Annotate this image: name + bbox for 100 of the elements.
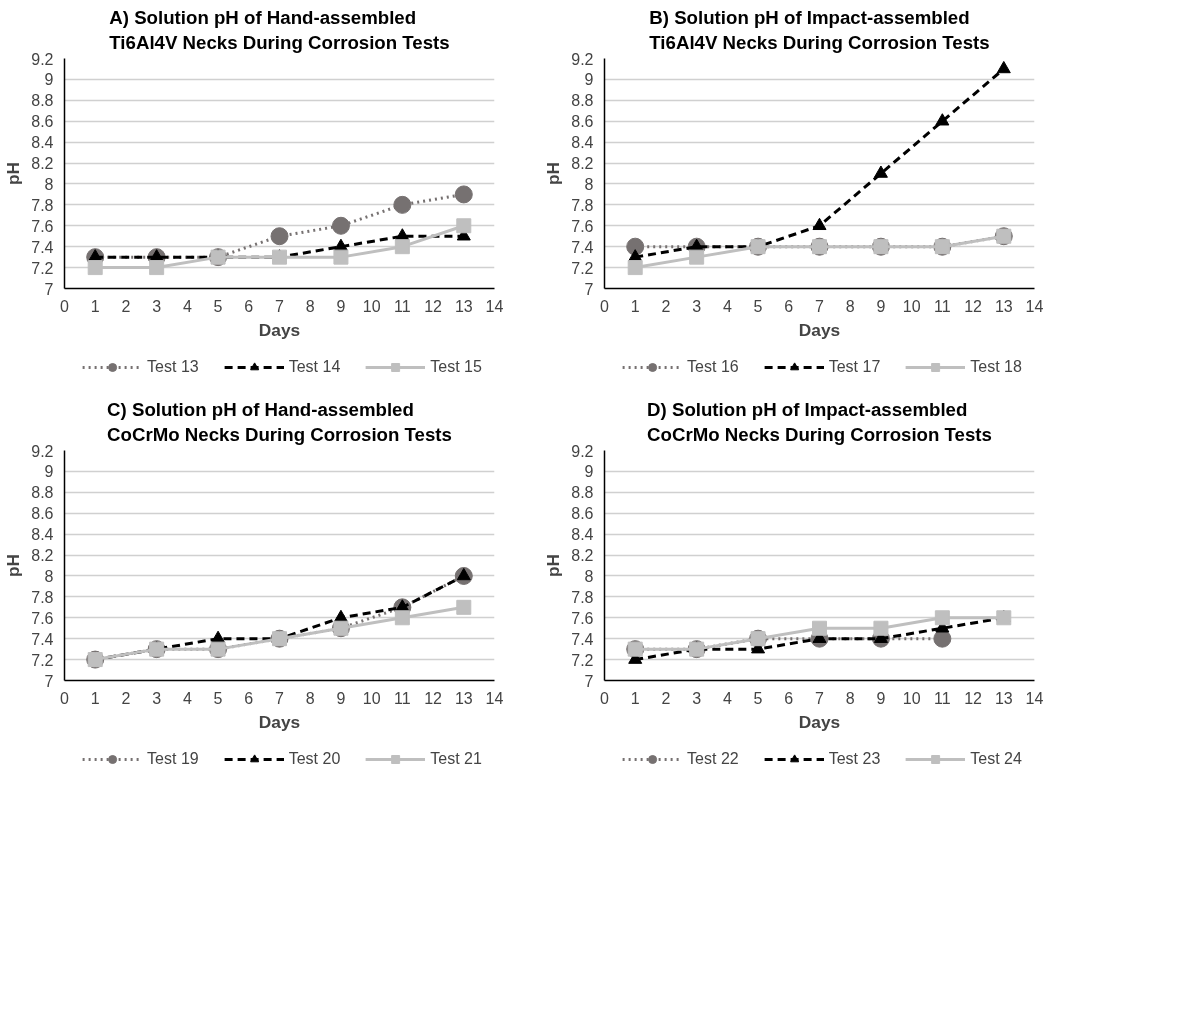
y-tick-label: 7.4 [571, 238, 594, 256]
y-tick-label: 9.2 [571, 442, 594, 460]
x-tick-label: 8 [305, 297, 315, 315]
y-tick-label: 7.6 [31, 609, 54, 627]
y-tick-label: 8.6 [31, 113, 54, 131]
y-tick-label: 7.2 [31, 651, 54, 669]
x-tick-label: 0 [600, 297, 610, 315]
x-tick-label: 0 [600, 689, 610, 707]
y-tick-label: 7 [584, 280, 594, 298]
y-tick-label: 8.8 [571, 92, 594, 110]
y-tick-label: 8.6 [571, 113, 594, 131]
x-tick-label: 12 [424, 689, 443, 707]
x-tick-label: 7 [815, 297, 825, 315]
chart-title: D) Solution pH of Impact-assembled CoCrMo Necks During Corrosion Tests [647, 399, 992, 446]
x-tick-label: 12 [424, 297, 443, 315]
legend-label: Test 22 [687, 750, 739, 768]
x-tick-label: 2 [121, 297, 131, 315]
y-axis-title: pH [3, 161, 24, 186]
x-tick-label: 14 [1025, 297, 1044, 315]
x-tick-label: 11 [934, 689, 951, 707]
x-tick-label: 11 [394, 297, 411, 315]
x-tick-label: 1 [90, 689, 100, 707]
y-tick-label: 7 [584, 672, 594, 690]
legend-label: Test 14 [288, 358, 341, 376]
x-tick-label: 6 [784, 297, 794, 315]
y-axis-title: pH [543, 553, 564, 578]
x-tick-label: 1 [630, 297, 640, 315]
y-tick-label: 8.2 [31, 547, 54, 565]
y-tick-label: 8 [44, 175, 54, 193]
y-tick-label: 9 [44, 71, 54, 89]
x-tick-label: 13 [454, 689, 473, 707]
y-tick-label: 7.6 [571, 609, 594, 627]
y-tick-label: 8.4 [571, 526, 594, 544]
y-tick-label: 7.4 [31, 238, 54, 256]
y-tick-label: 7.2 [31, 259, 54, 277]
y-tick-label: 9 [584, 463, 594, 481]
y-tick-label: 9.2 [571, 50, 594, 68]
y-tick-label: 7.2 [571, 259, 594, 277]
x-axis-title: Days [258, 319, 301, 340]
legend-label: Test 21 [430, 750, 482, 768]
y-tick-label: 9 [584, 71, 594, 89]
legend-label: Test 20 [288, 750, 341, 768]
x-tick-label: 10 [362, 689, 381, 707]
legend-label: Test 16 [687, 358, 739, 376]
x-tick-label: 3 [152, 689, 162, 707]
y-tick-label: 8.4 [31, 134, 54, 152]
legend-label: Test 15 [430, 358, 482, 376]
y-tick-label: 7.8 [31, 196, 54, 214]
y-tick-label: 7.4 [571, 630, 594, 648]
x-tick-label: 4 [722, 689, 732, 707]
x-tick-label: 14 [485, 297, 504, 315]
y-tick-label: 8.6 [571, 505, 594, 523]
x-tick-label: 5 [213, 689, 223, 707]
x-tick-label: 9 [336, 297, 346, 315]
chart-title: C) Solution pH of Hand-assembled CoCrMo Necks During Corrosion Tests [107, 399, 452, 446]
y-tick-label: 8.4 [571, 134, 594, 152]
y-tick-label: 7.6 [571, 217, 594, 235]
x-tick-label: 12 [964, 297, 983, 315]
x-tick-label: 1 [630, 689, 640, 707]
y-tick-label: 7 [44, 672, 54, 690]
y-tick-label: 8 [584, 175, 594, 193]
x-tick-label: 14 [485, 689, 504, 707]
y-tick-label: 8.6 [31, 505, 54, 523]
x-tick-label: 2 [661, 689, 671, 707]
y-tick-label: 8.2 [31, 155, 54, 173]
y-tick-label: 9 [44, 463, 54, 481]
x-tick-label: 8 [845, 297, 855, 315]
legend-label: Test 23 [828, 750, 881, 768]
y-tick-label: 7.4 [31, 630, 54, 648]
y-tick-label: 8.2 [571, 155, 594, 173]
y-axis-title: pH [543, 161, 564, 186]
y-tick-label: 7 [44, 280, 54, 298]
y-tick-label: 8 [44, 567, 54, 585]
x-tick-label: 5 [213, 297, 223, 315]
x-tick-label: 7 [275, 689, 285, 707]
x-tick-label: 6 [784, 689, 794, 707]
x-tick-label: 8 [305, 689, 315, 707]
x-axis-title: Days [798, 711, 841, 732]
x-tick-label: 3 [152, 297, 162, 315]
x-tick-label: 13 [454, 297, 473, 315]
x-tick-label: 5 [753, 297, 763, 315]
x-tick-label: 10 [362, 297, 381, 315]
legend-label: Test 24 [970, 750, 1022, 768]
x-tick-label: 5 [753, 689, 763, 707]
x-tick-label: 9 [876, 297, 886, 315]
x-tick-label: 13 [994, 297, 1013, 315]
x-tick-label: 7 [815, 689, 825, 707]
x-tick-label: 6 [244, 689, 254, 707]
x-tick-label: 3 [692, 689, 702, 707]
x-tick-label: 10 [902, 297, 921, 315]
x-axis-title: Days [798, 319, 841, 340]
chart-title: A) Solution pH of Hand-assembled Ti6Al4V Necks During Corrosion Tests [109, 7, 450, 54]
x-tick-label: 3 [692, 297, 702, 315]
y-tick-label: 7.2 [571, 651, 594, 669]
y-tick-label: 7.8 [571, 196, 594, 214]
y-tick-label: 8.2 [571, 547, 594, 565]
x-tick-label: 9 [876, 689, 886, 707]
y-tick-label: 9.2 [31, 442, 54, 460]
x-tick-label: 8 [845, 689, 855, 707]
y-tick-label: 7.6 [31, 217, 54, 235]
